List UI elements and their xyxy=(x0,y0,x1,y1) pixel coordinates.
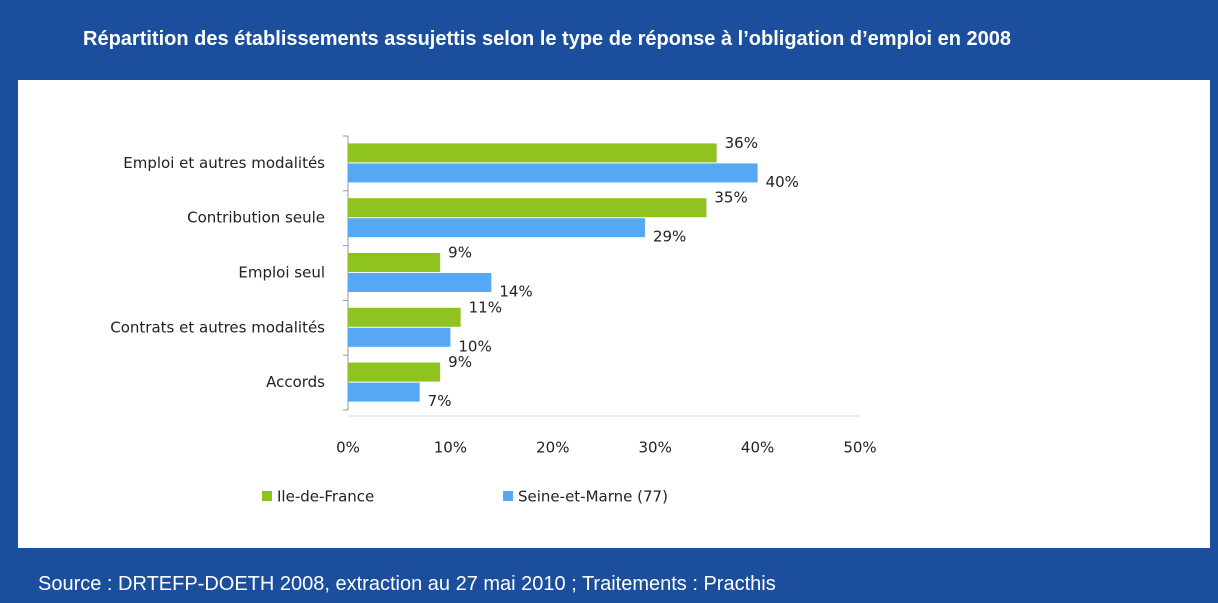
x-tick-label: 0% xyxy=(336,439,360,457)
legend-label: Seine-et-Marne (77) xyxy=(518,488,668,506)
data-label: 11% xyxy=(469,298,502,316)
data-label: 9% xyxy=(448,244,472,262)
data-label: 10% xyxy=(458,337,491,355)
x-tick-label: 50% xyxy=(843,439,876,457)
data-label: 7% xyxy=(428,392,452,410)
bar xyxy=(348,273,492,292)
data-label: 9% xyxy=(448,353,472,371)
legend-swatch xyxy=(262,491,272,501)
bar xyxy=(348,307,461,327)
x-tick-label: 30% xyxy=(639,439,672,457)
bar xyxy=(348,362,441,382)
x-tick-label: 40% xyxy=(741,439,774,457)
legend-swatch xyxy=(503,491,513,501)
source-note: Source : DRTEFP-DOETH 2008, extraction a… xyxy=(38,573,776,595)
bar xyxy=(348,218,645,238)
bar xyxy=(348,198,707,218)
footer-band xyxy=(0,548,1218,603)
bar xyxy=(348,253,441,272)
bar xyxy=(348,382,420,402)
category-label: Contrats et autres modalités xyxy=(110,318,325,336)
data-label: 36% xyxy=(725,134,758,152)
data-label: 14% xyxy=(499,283,532,301)
category-label: Contribution seule xyxy=(187,209,325,227)
category-label: Accords xyxy=(266,373,325,391)
right-border xyxy=(1210,80,1218,550)
bar xyxy=(348,163,758,183)
left-border xyxy=(0,80,18,550)
chart-title: Répartition des établissements assujetti… xyxy=(83,28,1012,50)
header-band xyxy=(0,0,1218,80)
data-label: 35% xyxy=(714,189,747,207)
x-tick-label: 10% xyxy=(434,439,467,457)
legend-label: Ile-de-France xyxy=(277,488,374,506)
x-tick-label: 20% xyxy=(536,439,569,457)
category-label: Emploi seul xyxy=(238,264,325,282)
data-label: 29% xyxy=(653,228,686,246)
data-label: 40% xyxy=(766,173,799,191)
bar xyxy=(348,327,451,347)
bar xyxy=(348,143,717,163)
category-label: Emploi et autres modalités xyxy=(123,154,325,172)
